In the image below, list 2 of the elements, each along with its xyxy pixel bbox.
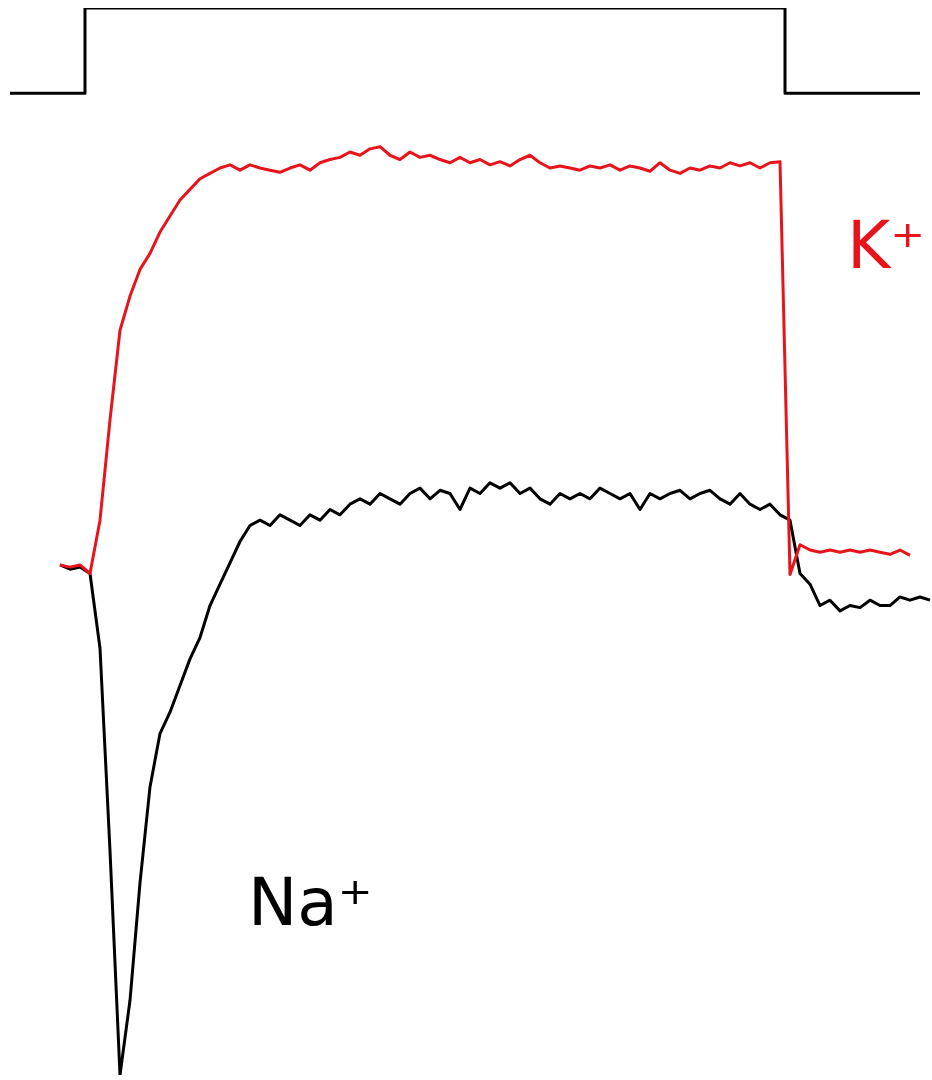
series-label: K⁺ [846, 207, 925, 284]
series-label: Na⁺ [248, 864, 373, 941]
